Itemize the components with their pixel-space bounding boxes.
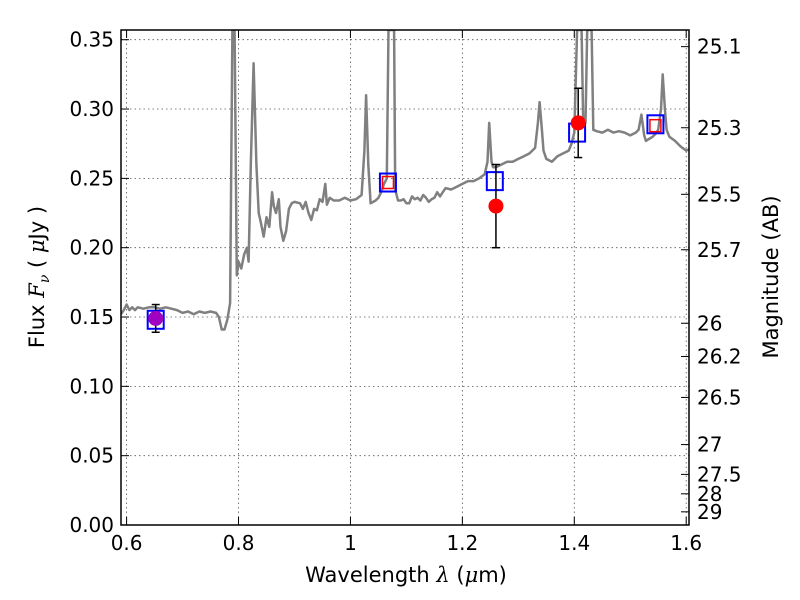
- y2-tick-label: 29: [697, 500, 722, 524]
- y2-tick-label: 26.2: [697, 345, 742, 369]
- y-axis-label: Flux Fν ( μJy ): [25, 206, 53, 348]
- y2-tick-label: 25.5: [697, 182, 742, 206]
- axis-ticks: 0.6 0.8 1 1.2 1.4 1.6 0.00 0.05 0.10 0.15 0.20 0.25…: [69, 28, 741, 555]
- photometry-inner-square: [381, 175, 395, 190]
- observed-flux-point: [488, 198, 504, 214]
- x-tick-label: 1.6: [670, 531, 702, 555]
- y2-tick-label: 27.5: [697, 462, 742, 486]
- photometry-inner-square: [649, 118, 662, 133]
- plot-area: [121, 30, 689, 334]
- y-tick-label: 0.10: [69, 374, 114, 398]
- y2-tick-label: 28: [697, 482, 722, 506]
- model-photometry-square: [646, 114, 665, 135]
- y-tick-label: 0.35: [69, 28, 114, 52]
- y-tick-label: 0.20: [69, 236, 114, 260]
- x-tick-label: 1: [344, 531, 357, 555]
- observed-flux-point: [148, 310, 164, 326]
- x-tick-label: 0.6: [111, 531, 143, 555]
- observed-flux-point: [570, 115, 586, 131]
- x-tick-label: 1.2: [446, 531, 478, 555]
- y-tick-label: 0.30: [69, 97, 114, 121]
- y-tick-label: 0.00: [69, 513, 114, 537]
- x-axis-label: Wavelength λ (μm): [305, 563, 507, 587]
- axes-frame: [120, 29, 690, 526]
- y2-tick-label: 27: [697, 433, 722, 457]
- y2-tick-label: 25.7: [697, 238, 742, 262]
- y2-tick-label: 26.5: [697, 385, 742, 409]
- grid-lines: [121, 30, 689, 525]
- y2-tick-label: 26: [697, 311, 722, 335]
- x-tick-label: 0.8: [223, 531, 255, 555]
- y2-tick-label: 25.3: [697, 116, 742, 140]
- model-spectrum-line: [121, 30, 689, 331]
- right-axis-label: Magnitude (AB): [759, 195, 783, 358]
- y-tick-label: 0.15: [69, 305, 114, 329]
- y2-tick-label: 25.1: [697, 35, 742, 59]
- x-tick-label: 1.4: [558, 531, 590, 555]
- model-photometry-square: [485, 171, 504, 192]
- y-tick-label: 0.25: [69, 166, 114, 190]
- y-tick-label: 0.05: [69, 444, 114, 468]
- model-photometry-square: [378, 172, 397, 193]
